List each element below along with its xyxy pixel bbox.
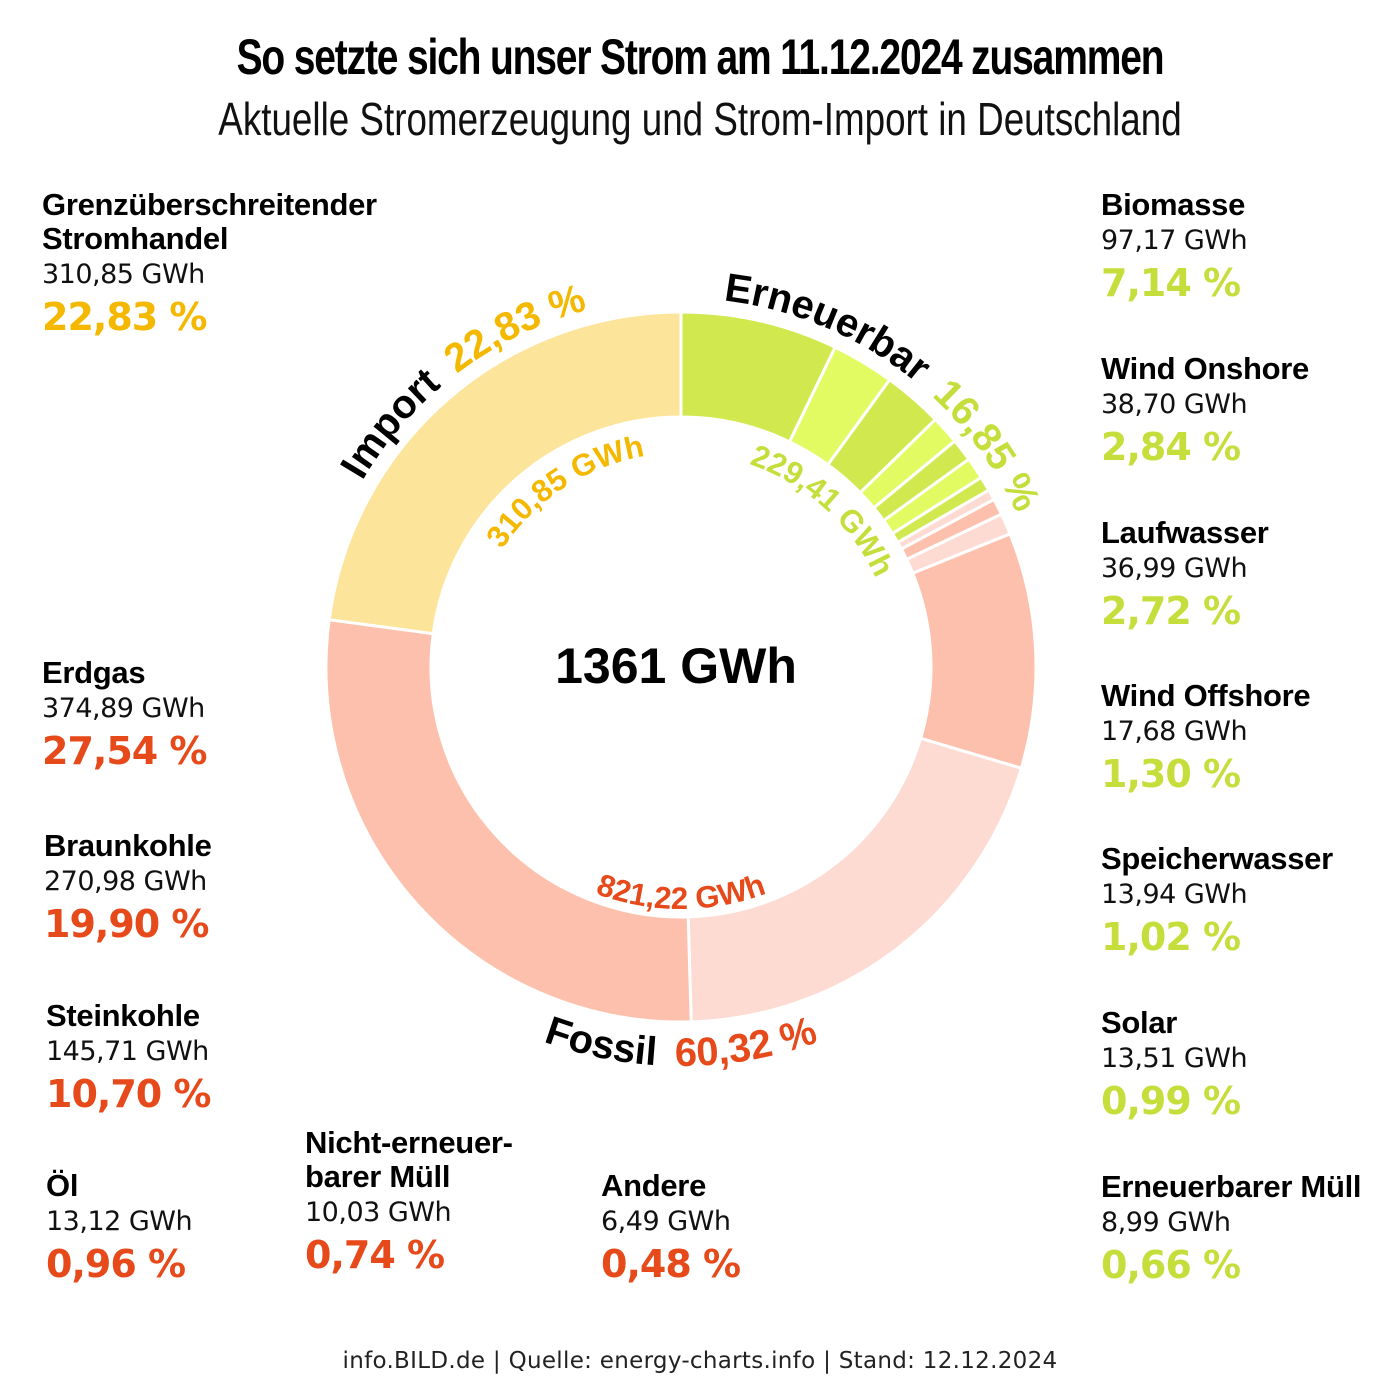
legend-name: Grenzüberschreitender: [42, 187, 377, 222]
legend-name: Laufwasser: [1101, 515, 1269, 550]
legend-item-speicherwasser: Speicherwasser 13,94 GWh 1,02 %: [1101, 842, 1333, 962]
legend-name: Biomasse: [1101, 187, 1246, 222]
legend-pct: 10,70 %: [46, 1072, 212, 1116]
legend-item-wind-onshore: Wind Onshore 38,70 GWh 2,84 %: [1101, 352, 1309, 472]
legend-pct: 1,02 %: [1101, 915, 1241, 959]
legend-name: Erneuerbarer Müll: [1101, 1169, 1362, 1204]
legend-item-erneuerbarer-muell: Erneuerbarer Müll 8,99 GWh 0,66 %: [1101, 1169, 1362, 1290]
legend-gwh: 374,89 GWh: [42, 693, 205, 724]
slice-steinkohle: [910, 531, 1038, 771]
legend-gwh: 145,71 GWh: [46, 1036, 209, 1067]
legend-name: barer Müll: [305, 1159, 451, 1194]
legend-pct: 7,14 %: [1101, 261, 1241, 305]
legend-name: Steinkohle: [46, 998, 200, 1033]
legend-pct: 2,84 %: [1101, 425, 1241, 469]
legend-item-oel: Öl 13,12 GWh 0,96 %: [46, 1168, 193, 1289]
legend-item-erdgas: Erdgas 374,89 GWh 27,54 %: [42, 655, 208, 776]
legend-item-wind-offshore: Wind Offshore 17,68 GWh 1,30 %: [1101, 678, 1311, 799]
legend-item-solar: Solar 13,51 GWh 0,99 %: [1101, 1005, 1248, 1126]
slice-grenzüberschreitender-stromhandel: [327, 310, 683, 636]
legend-pct: 0,96 %: [46, 1242, 186, 1286]
legend-gwh: 38,70 GWh: [1101, 389, 1248, 420]
donut-slices: [324, 310, 1038, 1024]
legend-gwh: 270,98 GWh: [44, 866, 207, 897]
center-total-label: 1361 GWh: [555, 638, 797, 694]
legend-gwh: 13,94 GWh: [1101, 879, 1248, 910]
legend-gwh: 8,99 GWh: [1101, 1207, 1231, 1238]
legend-gwh: 13,51 GWh: [1101, 1043, 1248, 1074]
legend-pct: 22,83 %: [42, 295, 208, 339]
legend-name: Öl: [46, 1168, 79, 1203]
legend-item-nicht-erneuerbarer-muell: Nicht-erneuer- barer Müll 10,03 GWh 0,74…: [305, 1126, 513, 1280]
legend-name: Stromhandel: [42, 221, 229, 256]
legend-gwh: 13,12 GWh: [46, 1206, 193, 1237]
legend-item-stromhandel: Grenzüberschreitender Stromhandel 310,85…: [42, 188, 377, 342]
legend-item-braunkohle: Braunkohle 270,98 GWh 19,90 %: [44, 829, 212, 949]
chart-subtitle: Aktuelle Stromerzeugung und Strom-Import…: [218, 93, 1182, 145]
legend-gwh: 17,68 GWh: [1101, 716, 1248, 747]
legend-name: Speicherwasser: [1101, 841, 1333, 876]
legend-item-andere: Andere 6,49 GWh 0,48 %: [601, 1168, 741, 1289]
legend-pct: 27,54 %: [42, 729, 208, 773]
legend-pct: 2,72 %: [1101, 589, 1241, 633]
legend-pct: 19,90 %: [44, 902, 210, 946]
legend-gwh: 6,49 GWh: [601, 1206, 731, 1237]
legend-name: Andere: [601, 1168, 707, 1203]
legend-item-laufwasser: Laufwasser 36,99 GWh 2,72 %: [1101, 516, 1269, 636]
legend-name: Wind Offshore: [1101, 678, 1311, 713]
legend-name: Wind Onshore: [1101, 351, 1309, 386]
chart-title: So setzte sich unser Strom am 11.12.2024…: [236, 29, 1165, 85]
legend-name: Nicht-erneuer-: [305, 1125, 513, 1160]
legend-name: Braunkohle: [44, 828, 212, 863]
legend-pct: 0,99 %: [1101, 1079, 1241, 1123]
legend-gwh: 10,03 GWh: [305, 1197, 452, 1228]
legend-gwh: 310,85 GWh: [42, 259, 205, 290]
slice-erdgas: [324, 618, 693, 1024]
legend-pct: 0,66 %: [1101, 1243, 1241, 1287]
legend-name: Solar: [1101, 1005, 1178, 1040]
legend-item-biomasse: Biomasse 97,17 GWh 7,14 %: [1101, 187, 1248, 308]
legend-pct: 1,30 %: [1101, 752, 1241, 796]
slice-braunkohle: [686, 736, 1024, 1024]
legend-pct: 0,48 %: [601, 1242, 741, 1286]
legend-item-steinkohle: Steinkohle 145,71 GWh 10,70 %: [46, 998, 212, 1119]
legend-gwh: 97,17 GWh: [1101, 225, 1248, 256]
legend-gwh: 36,99 GWh: [1101, 553, 1248, 584]
legend-pct: 0,74 %: [305, 1233, 445, 1277]
legend-name: Erdgas: [42, 655, 146, 690]
footer-source: info.BILD.de | Quelle: energy-charts.inf…: [342, 1348, 1058, 1374]
